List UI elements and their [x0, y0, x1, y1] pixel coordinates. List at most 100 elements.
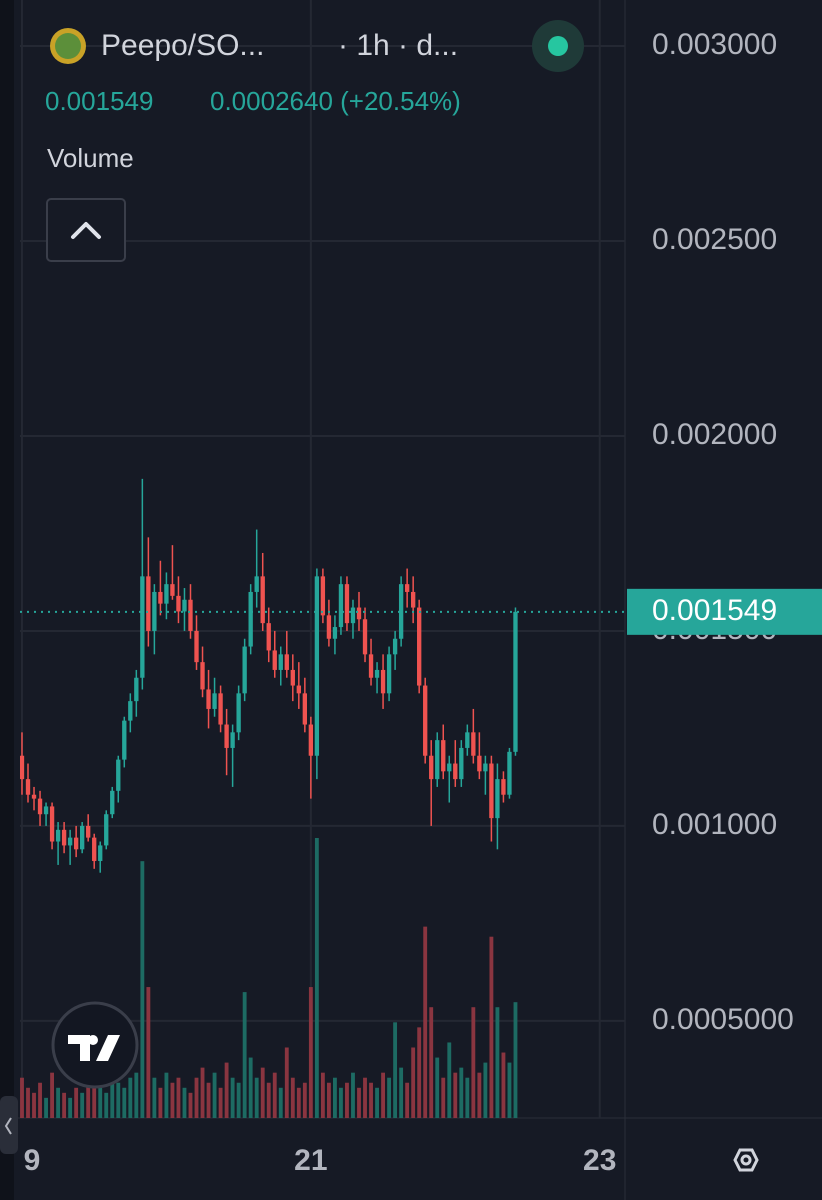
- volume-bar: [399, 1067, 404, 1118]
- candle-body: [441, 740, 446, 772]
- settings-icon: [740, 1154, 752, 1166]
- y-tick-label: 0.002000: [652, 418, 777, 451]
- last-price-tag-label: 0.001549: [652, 594, 777, 627]
- volume-bar: [122, 1087, 127, 1118]
- volume-bar: [483, 1062, 488, 1118]
- candle-body: [356, 607, 362, 620]
- scroll-handle[interactable]: [0, 1096, 18, 1154]
- volume-bar: [465, 1077, 470, 1118]
- logo[interactable]: [51, 1001, 139, 1089]
- candle-body: [37, 798, 43, 815]
- candle-body: [326, 615, 332, 639]
- symbol-icon-face: [55, 33, 81, 59]
- last-price: 0.001549: [45, 86, 153, 116]
- candle-body: [218, 693, 223, 725]
- volume-bar: [128, 1077, 133, 1118]
- candle-body: [254, 576, 259, 592]
- volume-bar: [38, 1082, 42, 1118]
- volume-bar: [260, 1067, 265, 1118]
- y-tick-label: 0.0005000: [652, 1003, 794, 1036]
- volume-bar: [116, 1082, 121, 1118]
- volume-bar: [110, 1057, 115, 1118]
- volume-bar: [50, 1072, 55, 1118]
- volume-bar: [429, 1007, 434, 1118]
- volume-bar: [140, 861, 145, 1118]
- interval[interactable]: · 1h · d...: [338, 29, 458, 62]
- volume-bar: [290, 1077, 295, 1118]
- volume-bar: [320, 1072, 325, 1118]
- candle-body: [380, 669, 386, 694]
- candle-body: [350, 607, 356, 624]
- volume-bar: [308, 987, 313, 1118]
- volume-bar: [200, 1067, 205, 1118]
- candle-body: [43, 806, 49, 815]
- price-change: 0.0002640 (+20.54%): [210, 86, 461, 116]
- candle-body: [224, 724, 229, 748]
- candle-body: [272, 650, 277, 670]
- volume-bar: [44, 1097, 48, 1118]
- volume-bar: [56, 1087, 61, 1118]
- volume-bar: [134, 1072, 139, 1118]
- volume-bar: [405, 1082, 410, 1118]
- scroll-icon: [4, 1117, 12, 1135]
- volume-bar: [278, 1087, 283, 1118]
- volume-bar: [501, 1052, 506, 1118]
- volume-bar: [230, 1077, 235, 1118]
- volume-bar: [20, 1077, 24, 1118]
- candle-body: [495, 779, 500, 819]
- candle-body: [435, 740, 440, 780]
- candle-body: [194, 630, 199, 663]
- candle-body: [134, 677, 139, 702]
- settings-button[interactable]: [733, 1148, 759, 1172]
- volume-bar: [441, 1077, 446, 1118]
- volume-bar: [296, 1087, 301, 1118]
- y-tick-label: 0.003000: [652, 28, 777, 61]
- volume-bar: [381, 1072, 385, 1118]
- candle-body: [513, 611, 518, 752]
- x-tick-label: 9: [24, 1144, 41, 1177]
- candle-body: [368, 654, 374, 678]
- candle-body: [332, 627, 338, 639]
- candle-body: [423, 685, 428, 756]
- volume-bar: [212, 1072, 217, 1118]
- candle-body: [260, 576, 265, 624]
- volume-bar: [98, 1087, 103, 1118]
- candle-body: [176, 595, 181, 612]
- candle-body: [362, 619, 368, 655]
- volume-label: Volume: [47, 143, 134, 173]
- candle-body: [398, 584, 404, 639]
- candle-body: [182, 599, 187, 612]
- candle-body: [20, 755, 25, 780]
- candle-body: [266, 623, 271, 651]
- candle-body: [296, 685, 301, 694]
- symbol[interactable]: Peepo/SO...: [101, 29, 264, 62]
- volume-bar: [495, 1007, 500, 1118]
- candle-body: [49, 806, 55, 842]
- candle-body: [278, 654, 283, 670]
- volume-bar: [471, 1007, 476, 1118]
- left-edge: [0, 0, 14, 1200]
- logo-dot: [88, 1035, 98, 1045]
- candle-body: [338, 584, 344, 628]
- volume-bar: [26, 1087, 30, 1118]
- candle-body: [104, 814, 109, 846]
- candle-body: [417, 607, 422, 686]
- candle-body: [55, 829, 61, 842]
- axes: 0.00050000.0010000.0015000.0020000.00250…: [20, 28, 822, 1177]
- volume-bar: [351, 1072, 355, 1118]
- volume-bar: [339, 1087, 343, 1118]
- candle-body: [146, 576, 151, 631]
- candle-body: [308, 724, 314, 756]
- volume-bar: [357, 1087, 361, 1118]
- volume-bar: [242, 992, 247, 1118]
- candle-body: [374, 669, 380, 678]
- volume-bar: [363, 1077, 367, 1118]
- volume-bar: [272, 1072, 277, 1118]
- candle-body: [200, 662, 205, 690]
- candle-body: [501, 779, 506, 795]
- candle-body: [164, 584, 169, 604]
- x-tick-label: 21: [294, 1144, 327, 1177]
- collapse-button[interactable]: [46, 198, 126, 262]
- logo-mark: [68, 1035, 120, 1061]
